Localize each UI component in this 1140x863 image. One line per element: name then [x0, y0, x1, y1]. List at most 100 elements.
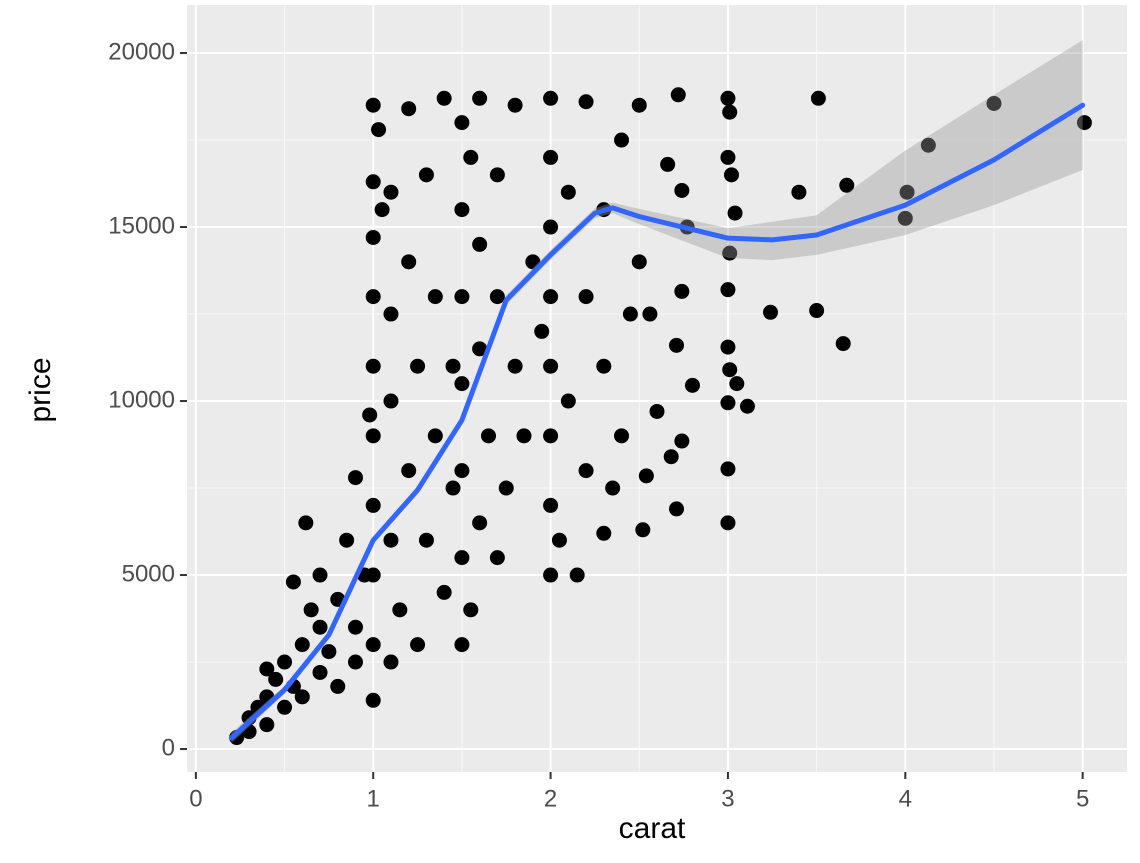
- point: [638, 468, 654, 484]
- point: [472, 515, 488, 531]
- point: [578, 94, 594, 110]
- point: [365, 497, 381, 513]
- point: [259, 661, 275, 677]
- point: [674, 182, 690, 198]
- point: [463, 149, 479, 165]
- point: [920, 137, 936, 153]
- x-tick-label: 4: [899, 785, 912, 812]
- point: [605, 480, 621, 496]
- point: [371, 122, 387, 138]
- point: [649, 403, 665, 419]
- point: [472, 236, 488, 252]
- point: [259, 717, 275, 733]
- point: [463, 602, 479, 618]
- point: [410, 637, 426, 653]
- point: [1076, 115, 1092, 131]
- point: [534, 323, 550, 339]
- point: [614, 132, 630, 148]
- point: [347, 654, 363, 670]
- point: [454, 202, 470, 218]
- point: [543, 90, 559, 106]
- point: [498, 480, 514, 496]
- point: [436, 90, 452, 106]
- point: [347, 470, 363, 486]
- point: [472, 90, 488, 106]
- point: [410, 358, 426, 374]
- y-axis-title: price: [24, 357, 57, 422]
- point: [401, 101, 417, 117]
- point: [454, 115, 470, 131]
- point: [720, 282, 736, 298]
- point: [543, 358, 559, 374]
- point: [303, 602, 319, 618]
- point: [722, 104, 738, 120]
- point: [839, 177, 855, 193]
- point: [347, 619, 363, 635]
- point: [392, 602, 408, 618]
- point: [596, 358, 612, 374]
- point: [436, 584, 452, 600]
- point: [809, 303, 825, 319]
- point: [543, 497, 559, 513]
- point: [445, 480, 461, 496]
- point: [365, 174, 381, 190]
- point: [543, 219, 559, 235]
- point: [285, 574, 301, 590]
- point: [312, 567, 328, 583]
- point: [365, 358, 381, 374]
- x-tick-label: 2: [544, 785, 557, 812]
- point: [365, 567, 381, 583]
- point: [365, 428, 381, 444]
- point: [669, 501, 685, 517]
- point: [298, 515, 314, 531]
- point: [578, 463, 594, 479]
- point: [635, 522, 651, 538]
- point: [418, 167, 434, 183]
- smooth-line: [228, 102, 1086, 741]
- point: [723, 167, 739, 183]
- point: [642, 306, 658, 322]
- point: [739, 398, 755, 414]
- x-tick-label: 5: [1076, 785, 1089, 812]
- point: [614, 428, 630, 444]
- point: [472, 341, 488, 357]
- panel: [187, 5, 1127, 772]
- point: [560, 393, 576, 409]
- point: [722, 362, 738, 378]
- y-tick-label: 10000: [108, 386, 175, 413]
- point: [727, 205, 743, 221]
- point: [427, 289, 443, 305]
- point: [365, 289, 381, 305]
- point: [312, 619, 328, 635]
- point: [489, 167, 505, 183]
- point: [454, 376, 470, 392]
- point: [663, 449, 679, 465]
- point: [720, 90, 736, 106]
- point: [330, 678, 346, 694]
- point: [507, 358, 523, 374]
- point: [401, 463, 417, 479]
- point: [516, 428, 532, 444]
- point: [362, 407, 378, 423]
- point: [383, 306, 399, 322]
- point: [720, 339, 736, 355]
- point: [365, 637, 381, 653]
- y-tick-label: 20000: [108, 38, 175, 65]
- point: [454, 550, 470, 566]
- point: [674, 433, 690, 449]
- point: [722, 245, 738, 261]
- point: [454, 289, 470, 305]
- point: [560, 184, 576, 200]
- point: [596, 525, 612, 541]
- y-tick-label: 5000: [122, 560, 175, 587]
- point: [418, 532, 434, 548]
- point: [383, 393, 399, 409]
- point: [899, 184, 915, 200]
- point: [489, 550, 505, 566]
- point: [445, 358, 461, 374]
- point: [720, 149, 736, 165]
- point: [551, 532, 567, 548]
- point: [321, 644, 337, 660]
- x-tick-label: 3: [721, 785, 734, 812]
